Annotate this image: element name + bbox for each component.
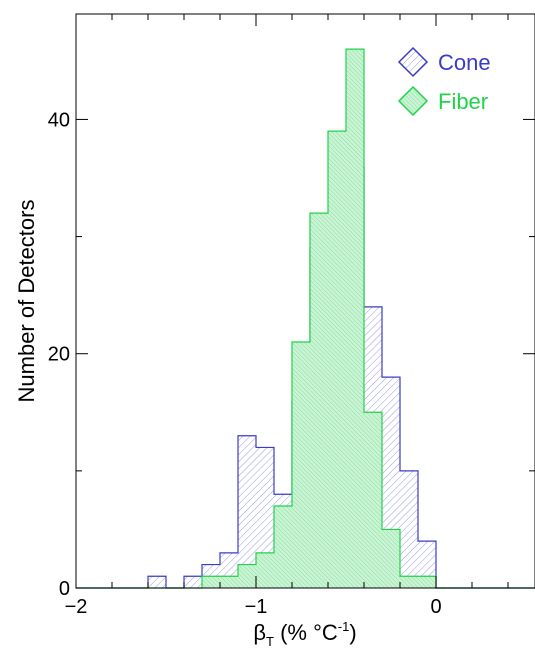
histogram-bar-fiber <box>310 213 328 588</box>
x-tick-label: −1 <box>245 596 268 618</box>
x-axis-title-superscript: -1 <box>338 619 350 634</box>
legend-item-fiber: Fiber <box>397 85 488 117</box>
x-tick-label: 0 <box>430 596 441 618</box>
histogram-bar-fiber <box>220 576 238 588</box>
histogram-bar-cone <box>400 470 418 588</box>
legend-label-fiber: Fiber <box>438 89 488 114</box>
histogram-bar-fiber <box>418 576 436 588</box>
histogram-series <box>76 48 535 589</box>
legend-label-cone: Cone <box>438 50 491 75</box>
histogram-bar-fiber <box>274 506 292 588</box>
x-axis-title: βT (% °C-1) <box>253 619 356 649</box>
legend-diamond-cone-icon <box>397 46 429 78</box>
x-axis-title-beta: β <box>253 620 266 645</box>
tick-labels: −2 −1 0 0 20 40 <box>48 109 442 618</box>
histogram-bar-cone <box>148 576 166 588</box>
y-tick-label: 20 <box>48 344 70 366</box>
histogram-bar-cone <box>184 576 202 588</box>
y-axis-title: Number of Detectors <box>14 200 39 403</box>
x-axis-title-units: (% °C <box>274 620 338 645</box>
histogram-bar-fiber <box>364 412 382 588</box>
histogram-outline-fiber <box>76 48 535 589</box>
histogram-bar-fiber <box>238 564 256 588</box>
plot-border <box>75 13 535 589</box>
histogram-bar-fiber <box>328 131 346 588</box>
legend: Cone Fiber <box>397 46 491 117</box>
y-tick-label: 0 <box>59 578 70 600</box>
histogram-bar-fiber <box>292 342 310 588</box>
histogram-bar-fiber <box>382 529 400 588</box>
legend-item-cone: Cone <box>397 46 491 78</box>
y-tick-label: 40 <box>48 109 70 131</box>
histogram-bar-fiber <box>400 576 418 588</box>
histogram-bar-cone <box>238 435 256 588</box>
plot-frame <box>75 13 535 589</box>
histogram-bar-fiber <box>202 576 220 588</box>
x-axis-title-subscript: T <box>266 634 274 649</box>
x-axis-title-close: ) <box>349 620 356 645</box>
x-tick-label: −2 <box>65 596 88 618</box>
histogram-bar-fiber <box>256 552 274 588</box>
histogram-bar-fiber <box>346 49 364 588</box>
legend-diamond-fiber-icon <box>397 85 429 117</box>
series-fiber <box>76 48 535 589</box>
axis-ticks <box>75 14 535 589</box>
